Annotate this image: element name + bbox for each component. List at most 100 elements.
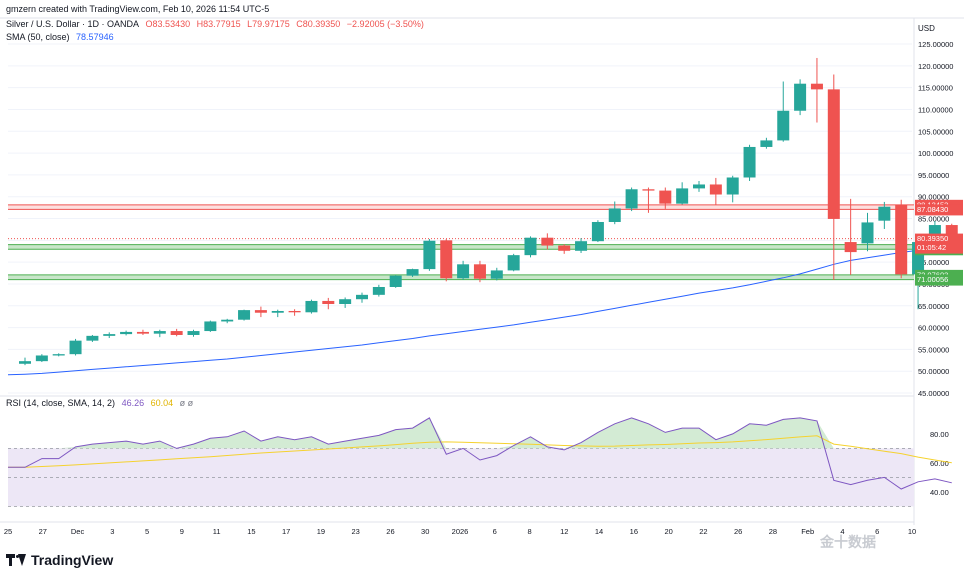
x-tick-label: 19 [317,527,325,536]
candle-body [221,319,234,322]
resistance-zone [8,204,914,210]
y-tick-label: 85.00000 [918,215,949,224]
candle-body [120,331,133,335]
x-tick-label: 15 [247,527,255,536]
candle-body [709,184,722,195]
candle-body [389,275,402,287]
sma-label[interactable]: SMA (50, close) [6,32,70,42]
candle-body [406,269,419,276]
y-tick-label: 105.00000 [918,127,953,136]
candle-body [541,237,554,246]
y-tick-label: 125.00000 [918,40,953,49]
candle-body [271,310,284,313]
x-tick-label: 2026 [452,527,469,536]
x-tick-label: 11 [213,527,221,536]
candle-body [473,264,486,279]
candle-body [760,140,773,147]
tradingview-logo-icon [6,554,26,566]
candle-body [322,300,335,305]
x-tick-label: 17 [282,527,290,536]
x-tick-label: 6 [493,527,497,536]
candle-body [423,240,436,270]
y-tick-label: 115.00000 [918,84,953,93]
candle-body [339,299,352,305]
candle-body [810,83,823,90]
candle-body [524,237,537,256]
candle-body [440,240,453,279]
last-price-tag-bg [915,233,963,254]
x-tick-label: 3 [110,527,114,536]
sma-legend[interactable]: SMA (50, close) 78.57946 [6,32,118,43]
candle-body [288,310,301,313]
candle-body [575,241,588,251]
rsi-extra-values: ø ø [179,398,194,408]
x-tick-label: 8 [527,527,531,536]
candle-body [693,184,705,189]
x-tick-label: 14 [595,527,603,536]
x-tick-label: 5 [145,527,149,536]
x-tick-label: 22 [699,527,707,536]
sma-line [7,246,952,376]
rsi-y-tick-label: 60.00 [930,459,949,468]
ohlc-change: −2.92005 (−3.50%) [346,19,424,29]
candle-body [591,221,604,242]
y-tick-label: 90.00000 [918,193,949,202]
y-tick-label: 65.00000 [918,302,949,311]
x-tick-label: 16 [630,527,638,536]
y-tick-label: 45.00000 [918,389,949,398]
y-tick-label: 110.00000 [918,105,953,114]
candle-body [457,264,470,279]
candle-body [356,294,368,300]
candle-body [625,189,638,209]
x-tick-label: 25 [4,527,12,536]
x-tick-label: 27 [39,527,47,536]
candle-body [19,361,31,364]
y-tick-label: 60.00000 [918,324,949,333]
candle-body [659,190,672,204]
candle-body [35,355,48,362]
candle-body [305,300,318,313]
candle-body [86,335,99,341]
candle-body [861,222,874,244]
x-tick-label: 26 [386,527,394,536]
level-price-tag-bg [915,274,963,286]
tradingview-logo-text: TradingView [31,552,114,568]
candle-body [895,204,908,275]
candle-body [490,270,503,279]
candle-body [52,354,65,356]
candle-body [794,83,807,111]
x-tick-label: 6 [875,527,879,536]
ohlc-open: O83.53430 [145,19,191,29]
candle-body [844,242,857,253]
candle-body [372,286,385,295]
symbol-title[interactable]: Silver / U.S. Dollar · 1D · OANDA [6,19,140,29]
watermark-created-line: gmzern created with TradingView.com, Feb… [6,4,273,15]
candle-body [153,331,166,334]
candle-body [743,146,756,178]
candle-body [187,331,200,335]
candle-body [69,340,82,355]
candle-body [204,321,217,332]
support-zone-upper [8,244,914,250]
rsi-line [8,417,952,490]
y-tick-label: 75.00000 [918,258,949,267]
rsi-legend[interactable]: RSI (14, close, SMA, 14, 2) 46.26 60.04 … [6,398,197,409]
candle-body [238,310,251,320]
tradingview-logo[interactable]: TradingView [6,552,113,568]
currency-label: USD [918,24,935,33]
rsi-label[interactable]: RSI (14, close, SMA, 14, 2) [6,398,116,408]
watermark-logo: 金十数据 [820,534,876,550]
candle-body [507,255,520,271]
candle-body [103,334,116,336]
candle-body [608,208,621,222]
x-tick-label: 23 [352,527,360,536]
x-tick-label: 4 [840,527,844,536]
sma-value: 78.57946 [76,32,114,42]
rsi-y-tick-label: 80.00 [930,430,949,439]
symbol-legend[interactable]: Silver / U.S. Dollar · 1D · OANDA O83.53… [6,19,428,30]
x-tick-label: 28 [769,527,777,536]
x-tick-label: 9 [180,527,184,536]
x-tick-label: 20 [664,527,672,536]
x-tick-label: 10 [908,527,916,536]
